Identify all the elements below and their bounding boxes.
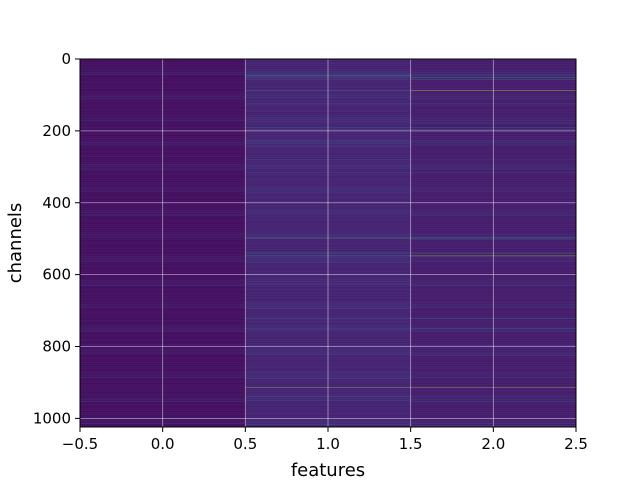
x-tick-label: 0.0 — [151, 435, 175, 453]
y-tick-label: 600 — [42, 266, 71, 284]
x-tick-label: 1.0 — [316, 435, 340, 453]
y-tick-label: 1000 — [33, 409, 71, 427]
y-tick-label: 800 — [42, 338, 71, 356]
x-axis-ticks: −0.5 0.0 0.5 1.0 1.5 2.0 2.5 — [62, 427, 588, 453]
x-tick-label: 2.5 — [564, 435, 588, 453]
y-tick-label: 200 — [42, 122, 71, 140]
y-tick-label: 400 — [42, 194, 71, 212]
x-tick-label: 0.5 — [233, 435, 257, 453]
y-tick-label: 0 — [61, 50, 71, 68]
x-tick-label: 1.5 — [399, 435, 423, 453]
y-axis-ticks: 0 200 400 600 800 1000 — [33, 50, 80, 427]
x-tick-label: 2.0 — [481, 435, 505, 453]
x-axis-label: features — [291, 460, 365, 480]
y-axis-label: channels — [5, 203, 26, 284]
x-tick-label: −0.5 — [62, 435, 98, 453]
